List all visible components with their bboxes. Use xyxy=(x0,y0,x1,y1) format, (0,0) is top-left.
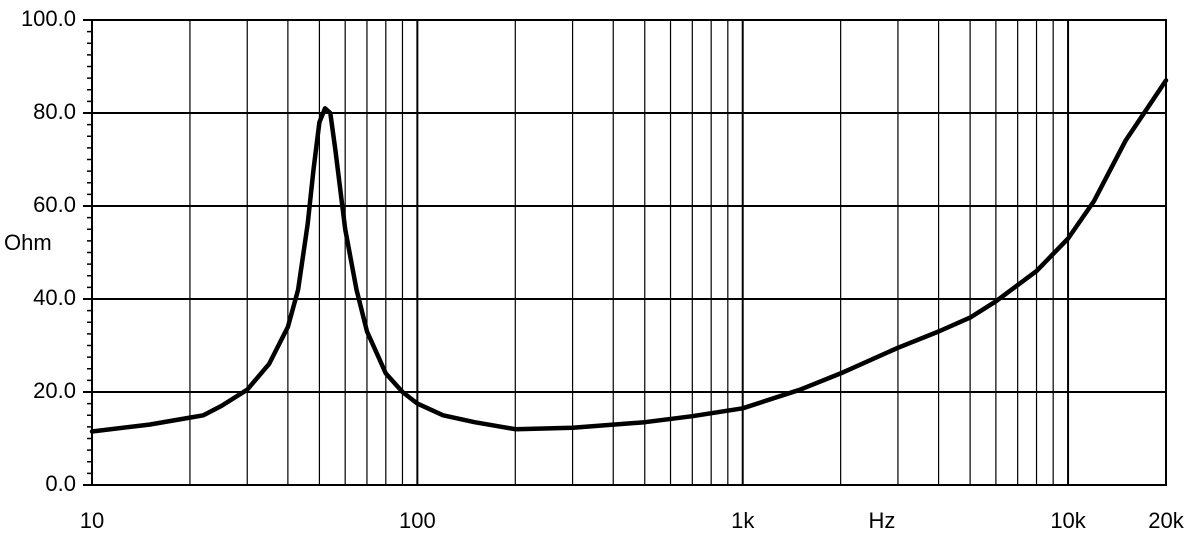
plot-border xyxy=(91,19,1167,486)
impedance-curve xyxy=(89,78,1169,434)
x-tick-label: 100 xyxy=(399,508,436,533)
y-tick-label: 80.0 xyxy=(33,99,76,124)
y-tick-label: 60.0 xyxy=(33,192,76,217)
y-tick-label: 100.0 xyxy=(21,6,76,31)
y-axis-label: Ohm xyxy=(4,230,52,255)
y-tick-label: 0.0 xyxy=(45,471,76,496)
y-tick-label: 40.0 xyxy=(33,285,76,310)
x-axis-label: Hz xyxy=(869,508,896,533)
x-tick-label: 1k xyxy=(731,508,755,533)
x-tick-label: 20k xyxy=(1148,508,1184,533)
x-tick-label: 10k xyxy=(1050,508,1086,533)
y-tick-label: 20.0 xyxy=(33,378,76,403)
x-tick-label: 10 xyxy=(80,508,104,533)
